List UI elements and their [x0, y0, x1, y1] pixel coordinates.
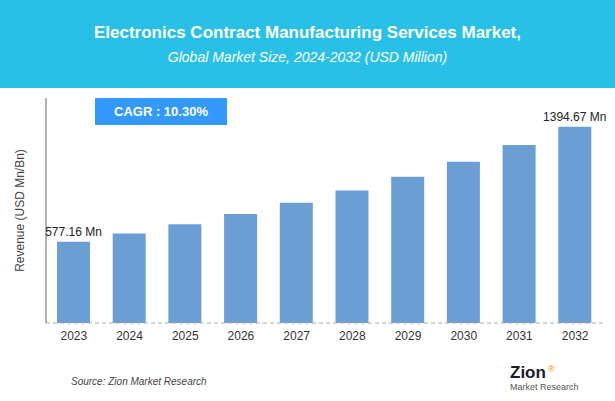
html-text:Global Market Size, 2024-2032: Global Market Size, 2024-2032 (USD Milli… — [167, 49, 448, 65]
svg-text:2030: 2030 — [450, 329, 477, 343]
svg-text:2027: 2027 — [283, 329, 310, 343]
html-text:Market Research: Market Research — [510, 382, 579, 393]
html-text:Source: Zion Market Research: Source: Zion Market Research — [71, 376, 207, 387]
svg-text:1394.67 Mn: 1394.67 Mn — [543, 110, 606, 124]
svg-text:2024: 2024 — [116, 329, 143, 343]
svg-text:2029: 2029 — [395, 329, 422, 343]
svg-text:2032: 2032 — [562, 329, 589, 343]
svg-text:Revenue (USD Mn/Bn): Revenue (USD Mn/Bn) — [13, 149, 27, 272]
svg-text:2023: 2023 — [60, 329, 87, 343]
html-text:CAGR : 10.30%: CAGR : 10.30% — [114, 104, 208, 119]
svg-text:2026: 2026 — [228, 329, 255, 343]
svg-text:2031: 2031 — [506, 329, 533, 343]
html-text:Zion®: Zion® — [510, 363, 555, 383]
html-text:Electronics Contract Manufactu: Electronics Contract Manufacturing Servi… — [94, 23, 521, 42]
svg-text:2028: 2028 — [339, 329, 366, 343]
svg-text:577.16 Mn: 577.16 Mn — [45, 225, 102, 239]
svg-text:2025: 2025 — [172, 329, 199, 343]
